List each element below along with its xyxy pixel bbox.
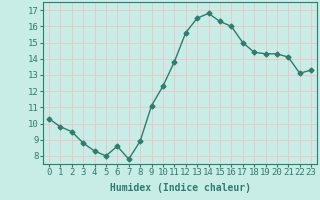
X-axis label: Humidex (Indice chaleur): Humidex (Indice chaleur) xyxy=(109,183,251,193)
